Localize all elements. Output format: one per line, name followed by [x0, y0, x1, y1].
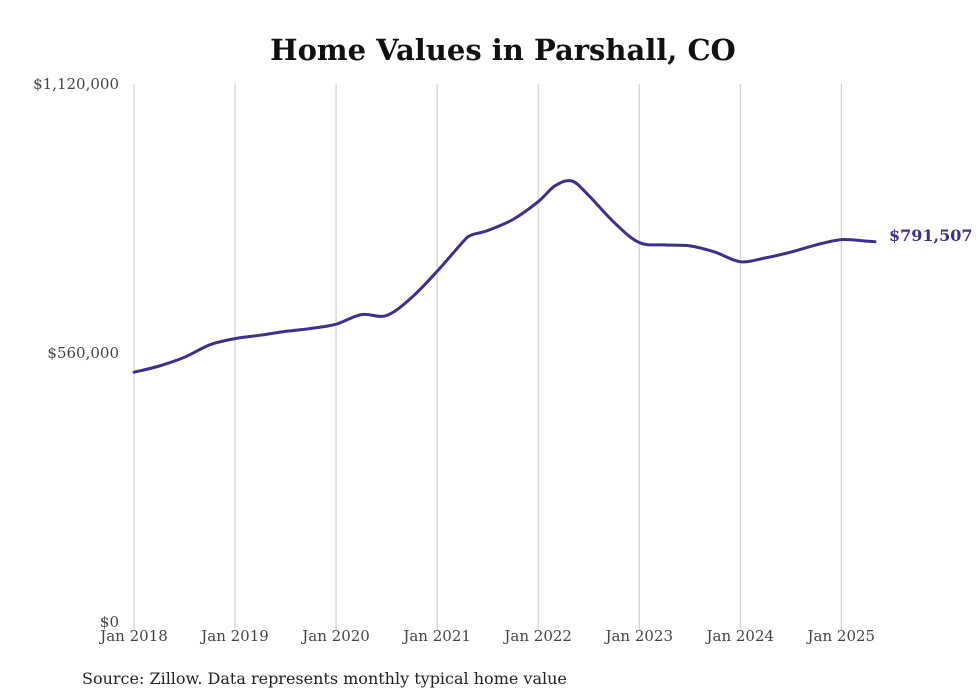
source-note: Source: Zillow. Data represents monthly … — [82, 669, 567, 688]
series-line-home-value — [132, 179, 877, 374]
x-tick-label: Jan 2019 — [199, 627, 269, 645]
y-tick-label: $0 — [100, 613, 119, 631]
x-tick-label: Jan 2021 — [401, 627, 471, 645]
series-layer — [132, 179, 877, 374]
y-tick-label: $1,120,000 — [33, 75, 119, 93]
grid-lines — [133, 84, 842, 630]
x-tick-label: Jan 2020 — [300, 627, 370, 645]
x-tick-label: Jan 2025 — [806, 627, 876, 645]
y-axis-ticks: $0 $560,000 $1,120,000 — [33, 75, 119, 631]
y-tick-label: $560,000 — [47, 344, 119, 362]
end-value-label: $791,507 — [889, 226, 973, 245]
x-tick-label: Jan 2023 — [603, 627, 673, 645]
chart-title: Home Values in Parshall, CO — [270, 33, 736, 67]
x-axis-ticks: Jan 2018 Jan 2019 Jan 2020 Jan 2021 Jan 2022… — [98, 627, 875, 645]
x-tick-label: Jan 2022 — [502, 627, 572, 645]
x-tick-label: Jan 2018 — [98, 627, 168, 645]
x-tick-label: Jan 2024 — [704, 627, 774, 645]
